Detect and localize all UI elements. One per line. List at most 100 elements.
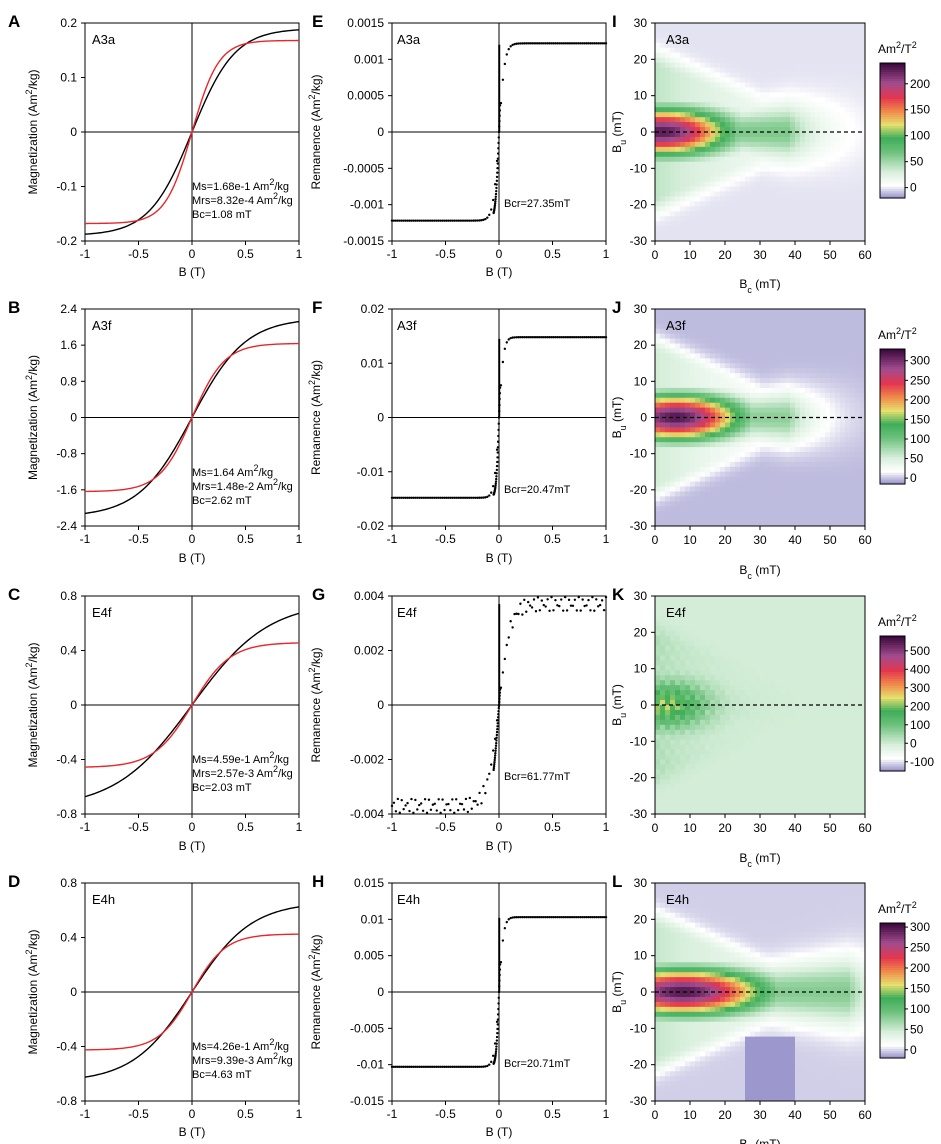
heatmap-cell: [670, 437, 676, 443]
heatmap-cell: [815, 132, 821, 138]
y-tick-label: -0.8: [56, 807, 77, 821]
heatmap-cell: [700, 476, 706, 483]
heatmap-cell: [740, 432, 746, 438]
heatmap-cell: [685, 141, 691, 148]
colorbar-segment: [880, 475, 905, 478]
heatmap-cell: [660, 452, 666, 458]
heatmap-cell: [705, 77, 711, 83]
heatmap-cell: [820, 151, 826, 158]
heatmap-cell: [670, 201, 676, 207]
heatmap-cell: [685, 107, 691, 113]
heatmap-cell: [715, 333, 721, 340]
heatmap-cell: [690, 23, 696, 29]
data-point: [455, 1065, 458, 1069]
heatmap-cell: [810, 211, 816, 217]
heatmap-cell: [705, 221, 711, 227]
heatmap-cell: [680, 521, 686, 527]
heatmap-cell: [765, 161, 771, 168]
heatmap-cell: [830, 318, 836, 325]
heatmap-cell: [775, 323, 781, 330]
panel-letter: D: [8, 872, 20, 891]
heatmap-cell: [660, 27, 666, 34]
heatmap-cell: [855, 496, 861, 502]
heatmap-cell: [840, 132, 846, 138]
heatmap-cell: [820, 181, 826, 187]
heatmap-cell: [745, 231, 751, 237]
panel-E: EA3a0.00150.0010.00050-0.0005-0.001-0.00…: [307, 12, 610, 279]
heatmap-cell: [710, 23, 716, 29]
heatmap-cell: [845, 141, 851, 148]
heatmap-cell: [835, 432, 841, 438]
colorbar-segment: [880, 362, 905, 366]
heatmap-cell: [675, 338, 681, 345]
heatmap-cell: [855, 328, 861, 335]
heatmap-cell: [790, 37, 796, 44]
heatmap-cell: [690, 201, 696, 207]
heatmap-cell: [665, 221, 671, 227]
heatmap-cell: [680, 151, 686, 158]
heatmap-cell: [850, 309, 856, 315]
heatmap-cell: [740, 363, 746, 369]
heatmap-cell: [675, 511, 681, 517]
heatmap-cell: [670, 764, 676, 770]
data-point: [478, 1065, 481, 1069]
heatmap-cell: [690, 236, 696, 242]
heatmap-cell: [780, 353, 786, 359]
heatmap-cell: [790, 132, 796, 138]
heatmap-cell: [720, 382, 726, 389]
heatmap-cell: [735, 156, 741, 163]
heatmap-cell: [660, 37, 666, 44]
heatmap-cell: [720, 442, 726, 448]
heatmap-cell: [670, 620, 676, 627]
heatmap-cell: [700, 226, 706, 232]
heatmap-cell: [860, 348, 866, 354]
heatmap-cell: [855, 378, 861, 384]
heatmap-cell: [820, 72, 826, 78]
y-tick-label: -0.8: [56, 1094, 77, 1108]
heatmap-cell: [720, 226, 726, 232]
heatmap-cell: [660, 132, 666, 138]
heatmap-cell: [825, 511, 831, 517]
heatmap-cell: [815, 323, 821, 330]
heatmap-cell: [715, 171, 721, 178]
heatmap-cell: [745, 422, 751, 428]
heatmap-cell: [825, 309, 831, 315]
heatmap-cell: [825, 102, 831, 108]
text-span: (mT): [752, 277, 781, 291]
heatmap-cell: [825, 136, 831, 143]
heatmap-cell: [740, 476, 746, 483]
heatmap-cell: [850, 42, 856, 49]
heatmap-cell: [770, 201, 776, 207]
heatmap-cell: [820, 191, 826, 197]
heatmap-cell: [795, 511, 801, 517]
heatmap-cell: [660, 620, 666, 627]
heatmap-cell: [800, 132, 806, 138]
heatmap-cell: [745, 132, 751, 138]
heatmap-cell: [695, 32, 701, 39]
heatmap-cell: [675, 87, 681, 93]
heatmap-cell: [710, 221, 716, 227]
heatmap-cell: [655, 141, 661, 148]
heatmap-cell: [840, 77, 846, 83]
heatmap-cell: [855, 102, 861, 108]
heatmap-cell: [660, 432, 666, 438]
heatmap-cell: [790, 338, 796, 345]
heatmap-cell: [660, 47, 666, 54]
heatmap-cell: [755, 87, 761, 93]
heatmap-cell: [745, 461, 751, 468]
heatmap-cell: [835, 318, 841, 325]
heatmap-cell: [745, 333, 751, 340]
heatmap-cell: [705, 343, 711, 349]
heatmap-cell: [700, 466, 706, 473]
data-point: [470, 219, 473, 222]
heatmap-cell: [860, 353, 866, 359]
heatmap-cell: [810, 323, 816, 330]
heatmap-cell: [770, 112, 776, 118]
data-point: [546, 598, 549, 601]
heatmap-cell: [770, 368, 776, 374]
heatmap-cell: [690, 72, 696, 78]
data-point: [546, 915, 549, 919]
heatmap-cell: [810, 231, 816, 237]
heatmap-cell: [715, 343, 721, 349]
heatmap-cell: [760, 146, 766, 153]
